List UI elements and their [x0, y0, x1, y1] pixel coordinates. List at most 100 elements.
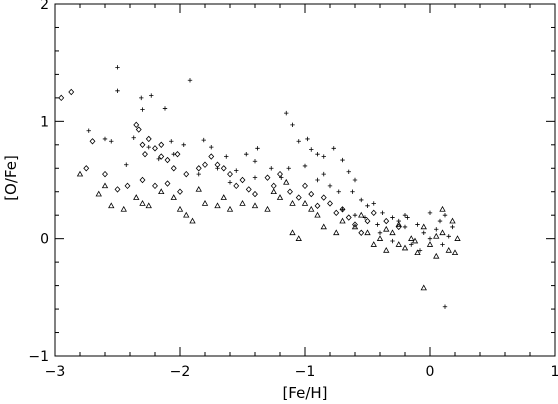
plus-point: [375, 222, 380, 227]
triangle-point: [183, 211, 190, 218]
triangle-point: [439, 205, 446, 212]
x-tick-label: 0: [426, 364, 435, 380]
triangle-point: [289, 229, 296, 236]
plus-point: [140, 107, 145, 112]
diamond-point: [345, 214, 352, 221]
triangle-point: [449, 217, 456, 224]
plus-point: [209, 144, 214, 150]
plus-point: [279, 175, 284, 180]
x-axis-label: [Fe/H]: [282, 384, 327, 402]
plus-point: [442, 304, 448, 309]
plus-point: [427, 210, 433, 216]
plus-point: [124, 162, 129, 167]
plus-point: [102, 136, 108, 142]
diamond-point: [195, 165, 202, 172]
plus-point: [149, 93, 154, 98]
y-tick-label: −1: [28, 349, 49, 365]
x-tick-label: −2: [170, 364, 191, 380]
y-tick-label: 1: [40, 114, 49, 130]
plus-point: [359, 197, 364, 203]
plus-point: [244, 151, 249, 157]
triangle-point: [395, 221, 402, 227]
diamond-point: [314, 202, 321, 210]
plus-point: [417, 248, 423, 253]
triangle-point: [308, 205, 315, 212]
plus-point: [315, 151, 320, 157]
plus-point: [139, 95, 144, 101]
triangle-point: [445, 246, 452, 253]
axes-group: −3 −2 −1 0 1 −1 0 1 2: [28, 0, 558, 380]
triangle-point: [451, 249, 459, 256]
triangle-point: [454, 235, 461, 241]
plus-point: [405, 215, 410, 220]
diamond-point: [183, 170, 190, 178]
plus-point: [181, 142, 186, 147]
diamond-point: [333, 209, 340, 217]
plus-point: [442, 213, 448, 218]
diamond-point: [135, 126, 142, 133]
plus-point: [109, 139, 114, 144]
triangle-point: [426, 241, 434, 247]
diamond-point: [320, 194, 327, 201]
diamond-point: [102, 170, 108, 178]
plus-point: [227, 180, 233, 185]
plus-point: [321, 154, 326, 159]
triangle-point: [264, 205, 271, 212]
triangle-point: [364, 229, 371, 236]
plus-point: [187, 78, 193, 83]
diamond-point: [174, 150, 181, 158]
x-tick-label: −3: [45, 364, 66, 380]
triangle-point: [376, 235, 384, 241]
plus-point: [156, 156, 161, 162]
triangle-point: [295, 235, 302, 241]
diamond-point: [152, 145, 158, 152]
triangle-point: [133, 194, 140, 200]
diamond-point: [220, 165, 227, 172]
diamond-point: [164, 180, 171, 187]
plus-point: [146, 144, 151, 150]
x-tick-label: 1: [551, 364, 558, 380]
triangle-point: [95, 190, 102, 197]
plus-point: [440, 242, 445, 247]
triangle-point: [220, 194, 227, 200]
plus-point: [371, 201, 376, 206]
plus-point: [336, 189, 341, 194]
triangle-point: [358, 211, 365, 218]
plus-point: [402, 213, 408, 218]
diamond-point: [114, 186, 121, 193]
triangle-point: [301, 200, 309, 206]
y-axis-label: [O/Fe]: [2, 155, 20, 201]
plus-point: [321, 171, 326, 177]
plus-point: [402, 224, 408, 230]
plus-point: [224, 154, 229, 159]
diamond-point: [339, 206, 346, 213]
plus-point: [434, 227, 439, 232]
triangle-point: [195, 185, 202, 192]
triangle-point: [270, 188, 277, 195]
diamond-point: [89, 138, 96, 145]
plus-point: [427, 236, 433, 241]
plus-point: [437, 218, 443, 224]
triangle-point: [383, 246, 390, 253]
plus-point: [215, 166, 220, 171]
diamond-point: [327, 200, 333, 207]
triangle-point: [433, 232, 440, 239]
diamond-point: [58, 94, 65, 102]
plus-point: [409, 242, 414, 247]
plus-point: [315, 177, 320, 183]
plus-point: [255, 146, 260, 151]
diamond-point: [145, 135, 152, 143]
triangle-point: [351, 223, 359, 230]
plus-point: [450, 224, 455, 230]
triangle-point: [408, 235, 415, 241]
diamond-point: [152, 182, 158, 190]
plus-point: [115, 88, 120, 94]
diamond-point: [395, 223, 402, 231]
diamond-point: [139, 141, 146, 148]
triangle-point: [201, 200, 209, 206]
triangle-point: [433, 252, 440, 259]
plus-point: [131, 135, 136, 140]
diamond-point: [352, 221, 358, 228]
plus-point: [309, 147, 314, 152]
triangle-point: [189, 217, 196, 224]
